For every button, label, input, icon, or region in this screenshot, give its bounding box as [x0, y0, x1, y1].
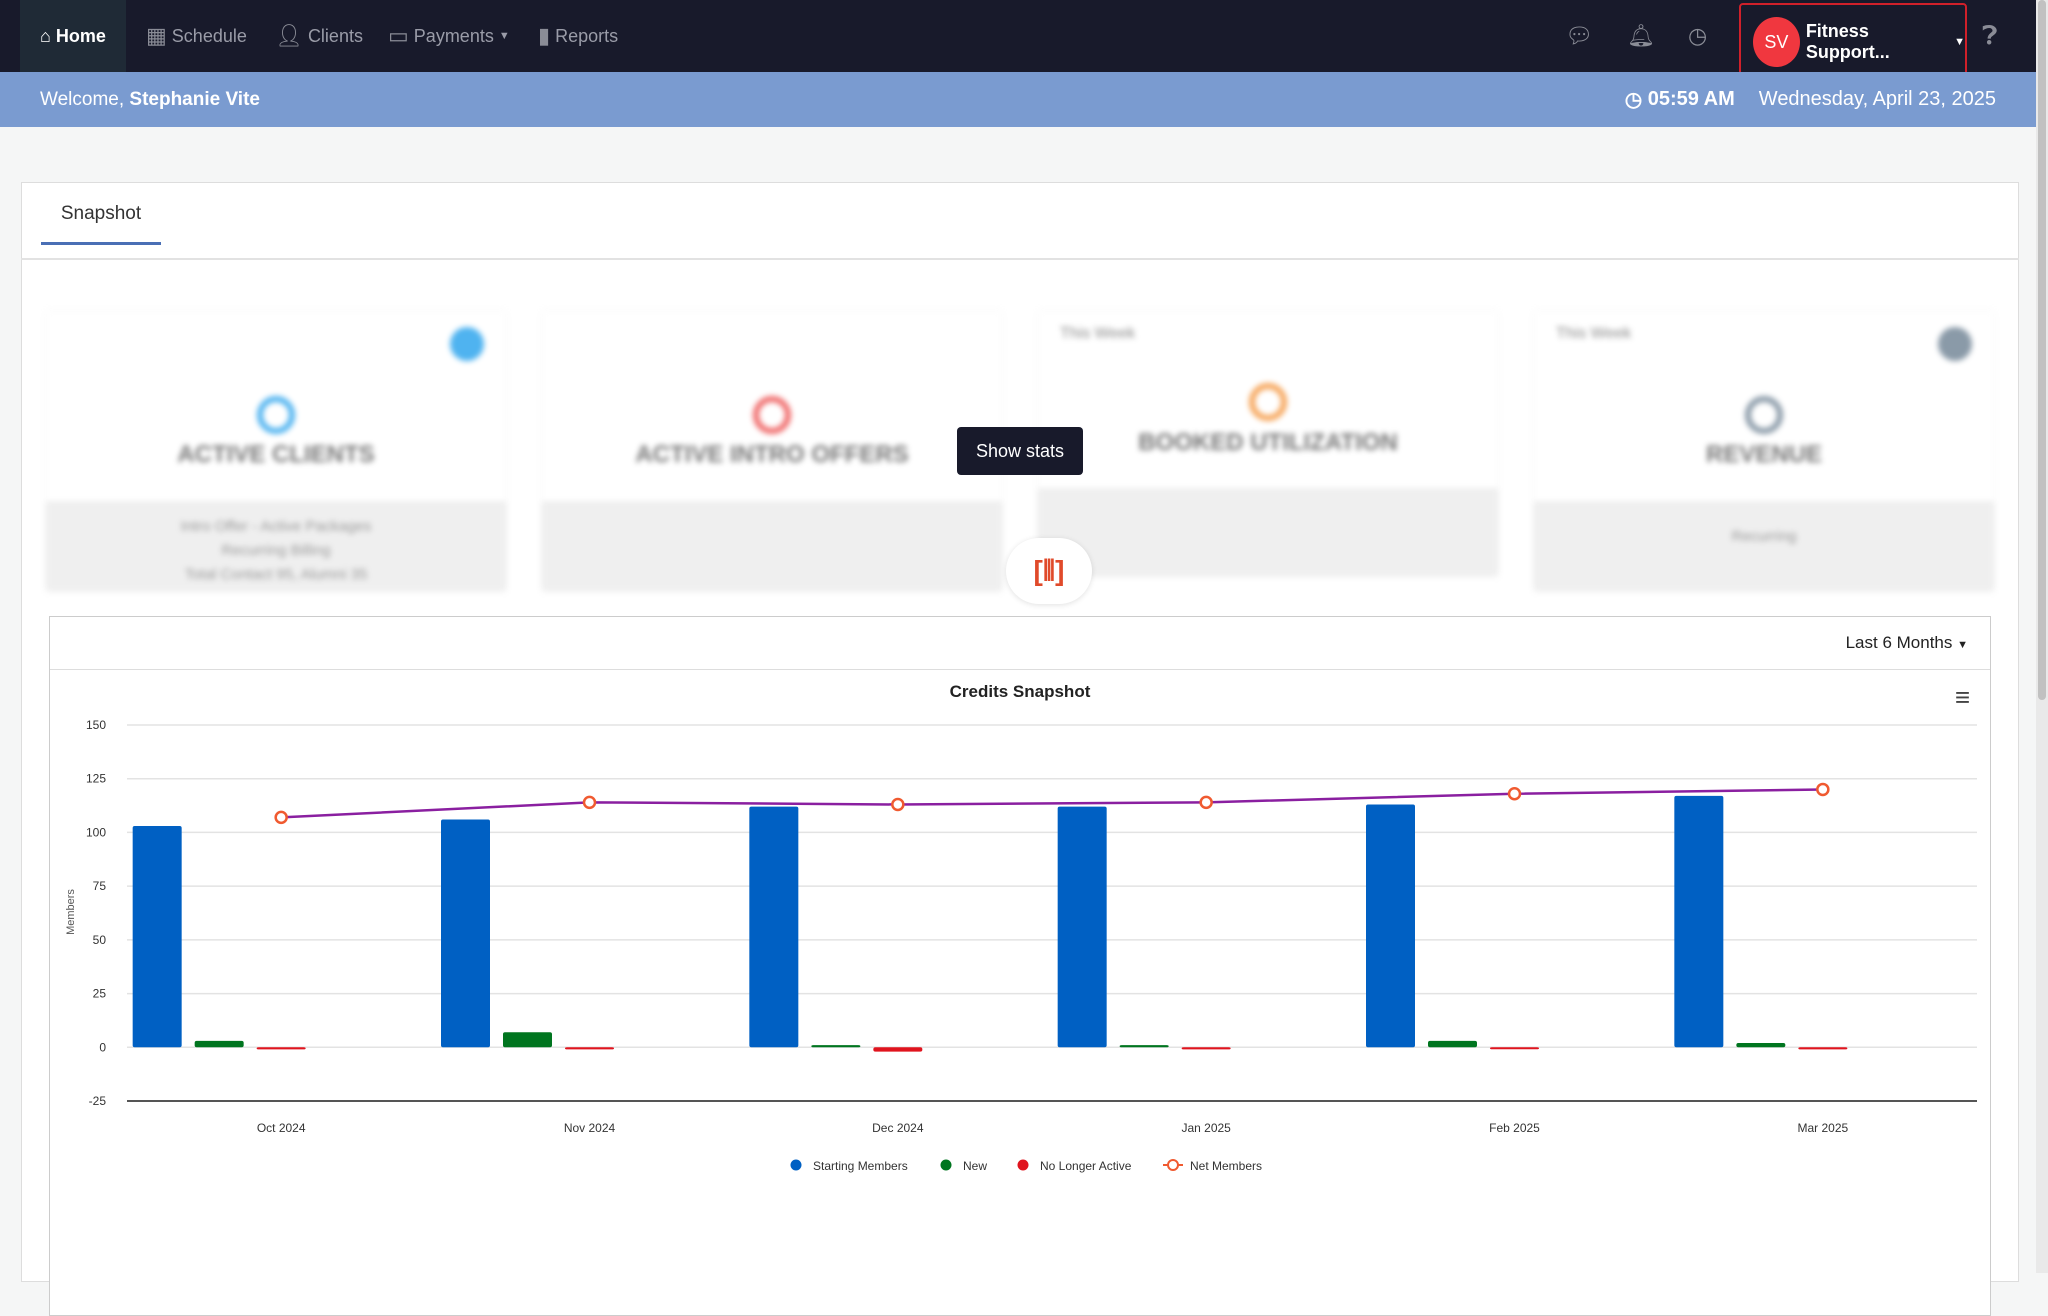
bar-no-longer-active[interactable]: [1181, 1047, 1231, 1050]
user-name: Stephanie Vite: [129, 88, 260, 110]
clock-icon: ◷: [1624, 89, 1648, 111]
add-icon[interactable]: [450, 327, 484, 361]
caret-down-icon: ▼: [1957, 639, 1968, 651]
tab-snapshot[interactable]: Snapshot: [41, 200, 161, 245]
bar-new[interactable]: [194, 1040, 244, 1048]
bar-no-longer-active[interactable]: [565, 1047, 614, 1050]
user-icon: 👤︎: [275, 23, 303, 48]
current-date: Wednesday, April 23, 2025: [1758, 88, 1996, 110]
bar-new[interactable]: [1428, 1040, 1477, 1048]
bar-starting-members[interactable]: [132, 825, 182, 1048]
x-tick-label: Feb 2025: [1489, 1121, 1540, 1135]
stat-card-intro-offers: ACTIVE INTRO OFFERS: [542, 311, 1002, 591]
nav-schedule[interactable]: ▦ Schedule: [146, 23, 247, 48]
bar-starting-members[interactable]: [749, 806, 799, 1048]
legend-dot-icon: [790, 1159, 802, 1171]
bar-new[interactable]: [811, 1045, 861, 1048]
legend-dot-icon: [940, 1159, 952, 1171]
bar-starting-members[interactable]: [1674, 795, 1724, 1048]
chat-icon[interactable]: 💬︎: [1565, 23, 1593, 48]
calendar-icon: ▦: [146, 23, 167, 48]
y-tick-label: -25: [89, 1094, 107, 1108]
bar-starting-members[interactable]: [1366, 804, 1415, 1048]
net-members-point[interactable]: [1507, 787, 1522, 801]
settings-icon[interactable]: [1938, 327, 1972, 361]
stat-card-active-clients: ACTIVE CLIENTS Intro Offer - Active Pack…: [46, 311, 506, 591]
y-tick-label: 50: [93, 933, 107, 947]
clock-icon[interactable]: ◷: [1688, 23, 1708, 48]
top-nav: ⌂ Home ▦ Schedule 👤︎ Clients ▭ Payments ▼ ▮ Re…: [0, 0, 2036, 81]
chart-container: Last 6 Months ▼ ≡: [49, 616, 1991, 1316]
bar-no-longer-active[interactable]: [1490, 1047, 1539, 1050]
home-icon: ⌂: [40, 25, 51, 46]
x-tick-label: Jan 2025: [1181, 1121, 1231, 1135]
nav-home[interactable]: ⌂ Home: [20, 0, 126, 72]
ring-icon: [753, 396, 791, 434]
net-members-point[interactable]: [274, 810, 288, 825]
net-members-point[interactable]: [582, 795, 597, 810]
ring-icon: [1249, 383, 1287, 421]
bar-new[interactable]: [1119, 1045, 1169, 1048]
period-dropdown[interactable]: Last 6 Months ▼: [1845, 633, 1968, 652]
scrollbar[interactable]: [2036, 0, 2048, 1273]
caret-down-icon: ▼: [1954, 36, 1965, 48]
y-tick-label: 0: [99, 1040, 106, 1054]
y-tick-label: 75: [93, 879, 107, 893]
bar-chart-icon: ▮: [538, 23, 551, 48]
legend-dot-icon: [1017, 1159, 1029, 1171]
nav-reports[interactable]: ▮ Reports: [538, 23, 619, 48]
legend-item[interactable]: New: [963, 1159, 987, 1173]
net-members-line: [281, 788, 1823, 819]
y-tick-label: 150: [86, 718, 106, 732]
user-menu[interactable]: SV Fitness Support... ▼: [1739, 3, 1967, 81]
credits-chart: Credits Snapshot Members 150 125 100 75 50 25 0 -…: [65, 682, 1977, 1173]
bell-icon[interactable]: 🔔︎: [1627, 23, 1655, 48]
current-time: 05:59 AM: [1647, 88, 1735, 110]
avatar: SV: [1753, 17, 1800, 67]
welcome-bar: Welcome, Stephanie Vite ◷ 05:59 AM Wedne…: [0, 72, 2036, 127]
x-tick-label: Dec 2024: [872, 1121, 924, 1135]
chart-menu-icon[interactable]: ≡: [1954, 682, 1970, 712]
x-tick-label: Oct 2024: [257, 1121, 306, 1135]
bar-no-longer-active[interactable]: [256, 1047, 306, 1050]
y-tick-label: 25: [93, 987, 107, 1001]
nav-payments[interactable]: ▭ Payments ▼: [388, 23, 510, 48]
x-tick-label: Nov 2024: [564, 1121, 616, 1135]
chart-title: Credits Snapshot: [950, 682, 1091, 701]
caret-down-icon: ▼: [498, 30, 510, 42]
legend-marker-icon: [1167, 1159, 1179, 1171]
ring-icon: [1745, 396, 1783, 434]
legend-item[interactable]: Starting Members: [813, 1159, 908, 1173]
bar-new[interactable]: [1736, 1042, 1786, 1048]
stat-card-booked-utilization: This Week BOOKED UTILIZATION: [1038, 311, 1498, 576]
bar-no-longer-active[interactable]: [873, 1047, 923, 1052]
legend-item[interactable]: Net Members: [1190, 1159, 1262, 1173]
barcode-scanner-icon[interactable]: [⦀]: [1006, 538, 1092, 604]
credit-card-icon: ▭: [388, 23, 409, 48]
net-members-point[interactable]: [891, 797, 905, 812]
legend-item[interactable]: No Longer Active: [1040, 1159, 1132, 1173]
bar-new[interactable]: [503, 1032, 552, 1048]
x-tick-label: Mar 2025: [1797, 1121, 1848, 1135]
nav-clients[interactable]: 👤︎ Clients: [275, 23, 363, 48]
bar-no-longer-active[interactable]: [1798, 1047, 1848, 1050]
stat-card-revenue: This Week REVENUE Recurring: [1534, 311, 1994, 591]
y-axis-label: Members: [65, 889, 77, 935]
net-members-point[interactable]: [1199, 795, 1213, 810]
help-icon[interactable]: ❓︎: [1982, 20, 1998, 50]
bar-starting-members[interactable]: [1057, 806, 1107, 1048]
divider: [21, 258, 2019, 260]
ring-icon: [257, 396, 295, 434]
net-members-point[interactable]: [1816, 782, 1830, 797]
show-stats-button[interactable]: Show stats: [957, 427, 1083, 475]
y-tick-label: 100: [86, 825, 106, 839]
bar-starting-members[interactable]: [441, 819, 490, 1048]
y-tick-label: 125: [86, 772, 106, 786]
